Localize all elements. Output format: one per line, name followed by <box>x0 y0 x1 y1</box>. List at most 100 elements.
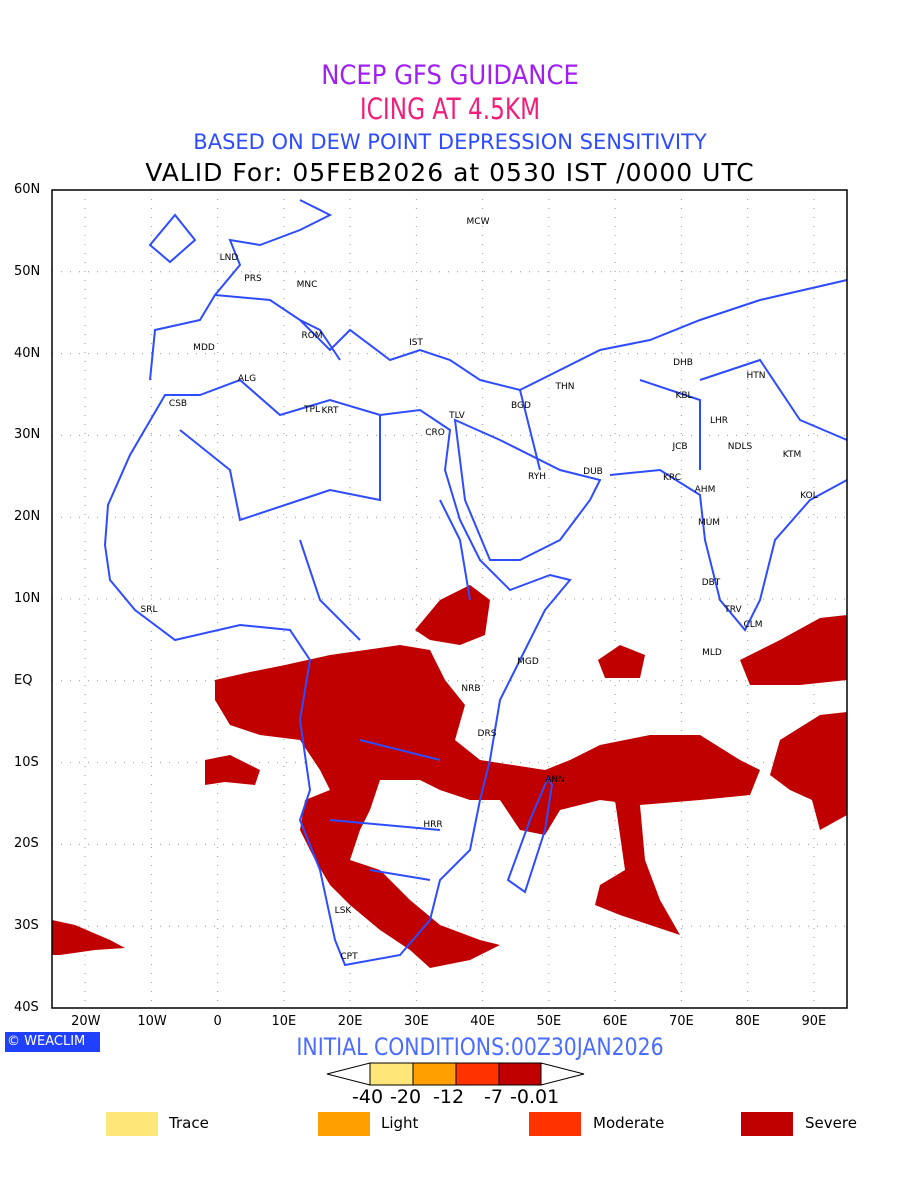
city-label: TRV <box>724 605 742 615</box>
city-label: KTM <box>782 450 802 460</box>
city-label: DBT <box>701 578 721 588</box>
colorbar-tick: -12 <box>433 1086 465 1108</box>
city-label: MCW <box>466 217 490 227</box>
initial-conditions: INITIAL CONDITIONS:00Z30JAN2026 <box>296 1033 664 1061</box>
madagascar-outline <box>506 775 554 894</box>
city-label: KOL <box>800 491 818 501</box>
legend-label-moderate: Moderate <box>593 1114 665 1132</box>
europe-outline <box>148 199 848 392</box>
icing-maldives-area <box>598 645 645 678</box>
colorbar-swatch-moderate <box>455 1062 500 1086</box>
india-outline <box>609 358 848 632</box>
city-label: CPT <box>340 952 358 962</box>
legend-swatch-trace <box>106 1112 158 1136</box>
city-label: DHB <box>673 358 693 368</box>
city-label: MLD <box>702 648 722 658</box>
latitude-label: 50N <box>14 263 41 279</box>
city-label: MGD <box>517 657 539 667</box>
latitude-label: 30N <box>14 427 41 443</box>
icing-ethiopia <box>415 585 490 645</box>
city-label: MUM <box>697 518 721 528</box>
icing-areas <box>52 585 847 968</box>
longitude-label: 70E <box>668 1014 694 1029</box>
longitude-label: 30E <box>403 1014 429 1029</box>
longitude-label: 50E <box>536 1014 562 1029</box>
icing-indian-ocean-se <box>770 712 847 830</box>
longitude-label: 0 <box>213 1014 222 1029</box>
legend-swatch-severe <box>741 1112 793 1136</box>
city-label: HRR <box>423 820 443 830</box>
colorbar-right-arrow <box>540 1062 585 1086</box>
city-label: HTN <box>746 371 766 381</box>
colorbar-swatch-trace <box>369 1062 414 1086</box>
city-label: KBL <box>675 391 693 401</box>
city-label: IST <box>409 338 423 348</box>
longitude-label: 20W <box>71 1014 101 1029</box>
longitude-label: 10E <box>271 1014 297 1029</box>
city-label: JCB <box>672 442 688 452</box>
city-label: AHM <box>694 485 716 495</box>
coastlines-and-borders <box>103 199 848 967</box>
city-label: ROM <box>301 331 323 341</box>
latitude-label: 40N <box>14 345 41 361</box>
latitude-label: 10N <box>14 591 41 606</box>
arabia-outline <box>453 418 602 561</box>
city-label: NRB <box>461 684 481 694</box>
city-label: CSB <box>168 399 188 409</box>
latitude-label: 40S <box>14 1000 39 1015</box>
colorbar <box>326 1062 585 1086</box>
city-label: BGD <box>511 401 531 411</box>
latitude-label: 20S <box>14 836 39 852</box>
weaclim-logo: © WEACLIM <box>5 1032 100 1052</box>
city-label: LHR <box>709 416 729 426</box>
longitude-label: 10W <box>137 1014 167 1029</box>
colorbar-swatch-severe <box>498 1062 542 1086</box>
city-label: RYH <box>528 472 546 482</box>
city-label: KRC <box>663 473 681 483</box>
city-label: LND <box>219 253 239 263</box>
interior-borders <box>179 379 701 881</box>
legend-label-severe: Severe <box>805 1114 857 1132</box>
colorbar-tick: -20 <box>390 1086 422 1108</box>
colorbar-left-arrow <box>326 1062 371 1086</box>
title-model: NCEP GFS GUIDANCE <box>321 60 579 91</box>
latitude-label: 30S <box>14 918 39 934</box>
city-label: CLM <box>743 620 763 630</box>
colorbar-tick: -0.01 <box>510 1086 560 1108</box>
icing-central-africa <box>215 645 760 968</box>
city-label: SRL <box>140 605 158 615</box>
legend-swatch-light <box>318 1112 370 1136</box>
colorbar-tick: -7 <box>484 1086 503 1108</box>
title-valid-time: VALID For: 05FEB2026 at 0530 IST /0000 U… <box>145 158 755 187</box>
city-label: DRS <box>477 729 497 739</box>
longitude-label: 90E <box>801 1014 827 1029</box>
title-method: BASED ON DEW POINT DEPRESSION SENSITIVIT… <box>193 130 707 154</box>
icing-indian-ocean-east <box>740 615 847 685</box>
longitude-label: 60E <box>602 1014 628 1029</box>
longitude-label: 40E <box>470 1014 495 1029</box>
longitude-label: 20E <box>337 1014 363 1029</box>
legend-swatch-moderate <box>529 1112 581 1136</box>
city-label: MNC <box>296 280 318 290</box>
city-label: DUB <box>583 467 603 477</box>
map-frame <box>51 189 848 1009</box>
city-label: CRO <box>425 428 445 438</box>
city-label: PRS <box>244 274 262 284</box>
longitude-label: 80E <box>735 1014 760 1029</box>
africa-outline <box>103 378 572 967</box>
icing-south-indian-plume <box>595 800 680 935</box>
icing-atlantic-10s <box>205 755 260 785</box>
latitude-label: 60N <box>14 182 41 197</box>
city-label: LSK <box>334 906 352 916</box>
icing-south-atlantic <box>52 920 125 955</box>
title-product: ICING AT 4.5KM <box>359 92 541 126</box>
city-label: TPL <box>304 405 320 415</box>
city-label: ANN <box>545 775 565 785</box>
legend-label-trace: Trace <box>169 1114 209 1132</box>
latitude-label: 20N <box>14 509 41 525</box>
city-label: KRT <box>321 406 339 416</box>
city-label: TLV <box>449 411 465 421</box>
colorbar-swatch-light <box>412 1062 457 1086</box>
